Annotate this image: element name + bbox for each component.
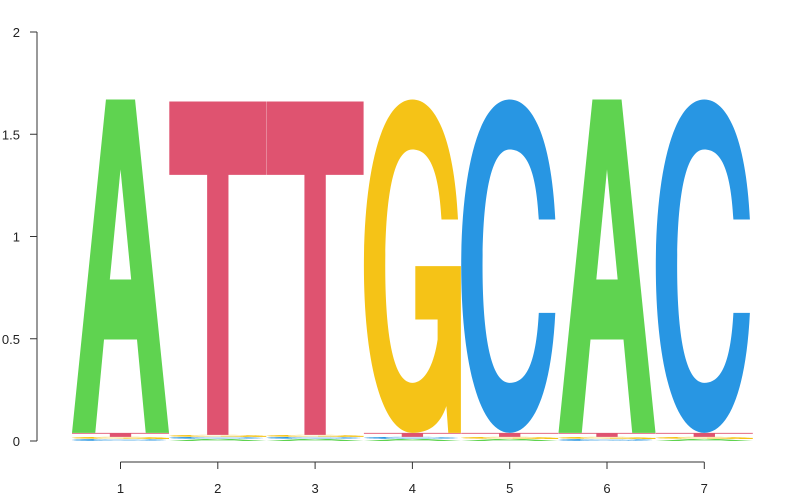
logo-letter-t [266,101,364,435]
logo-letter-g [169,434,267,437]
logo-letter-c [558,438,653,441]
logo-letter-c [461,99,556,433]
logo-letter-a [266,438,364,441]
logo-letter-c [363,436,458,439]
y-tick-label: 0.5 [2,332,20,347]
x-tick-label: 6 [603,481,610,496]
logo-letter-t [363,432,461,437]
logo-letter-g [655,436,753,439]
logo-letter-t [655,432,753,437]
logo-letter-c [169,436,264,439]
x-tick-label: 5 [506,481,513,496]
logo-letter-g [363,99,461,433]
x-axis: 1 2 3 4 5 6 7 [117,461,708,496]
logo-column [72,99,169,441]
logo-letter-c [266,436,361,439]
logo-letter-t [169,101,267,435]
x-tick-label: 3 [311,481,318,496]
logo-column [558,99,656,441]
logo-letter-a [363,438,461,441]
logo-letter-a [461,438,559,441]
logo-letter-a [655,438,753,441]
logo-letter-t [558,432,656,437]
logo-letter-g [558,436,656,439]
y-axis: 0 0.5 1 1.5 2 [2,25,38,449]
logo-column [266,101,364,441]
logo-columns [72,99,753,441]
x-tick-label: 7 [701,481,708,496]
x-tick-label: 1 [117,481,124,496]
logo-letter-a [169,438,267,441]
y-tick-label: 1 [13,230,20,245]
logo-column [461,99,559,441]
logo-column [655,99,753,441]
logo-letter-t [72,432,169,437]
logo-letter-g [72,436,169,439]
logo-column [169,101,267,441]
logo-letter-g [266,434,364,437]
logo-letter-a [558,99,656,433]
y-tick-label: 2 [13,25,20,40]
x-tick-label: 2 [214,481,221,496]
logo-letter-a [72,99,169,433]
logo-letter-c [655,99,750,433]
logo-letter-g [461,436,559,439]
y-tick-label: 0 [13,434,20,449]
x-tick-label: 4 [409,481,416,496]
y-tick-label: 1.5 [2,127,20,142]
logo-column [363,99,461,441]
logo-letter-t [461,432,559,437]
logo-letter-c [72,438,167,441]
